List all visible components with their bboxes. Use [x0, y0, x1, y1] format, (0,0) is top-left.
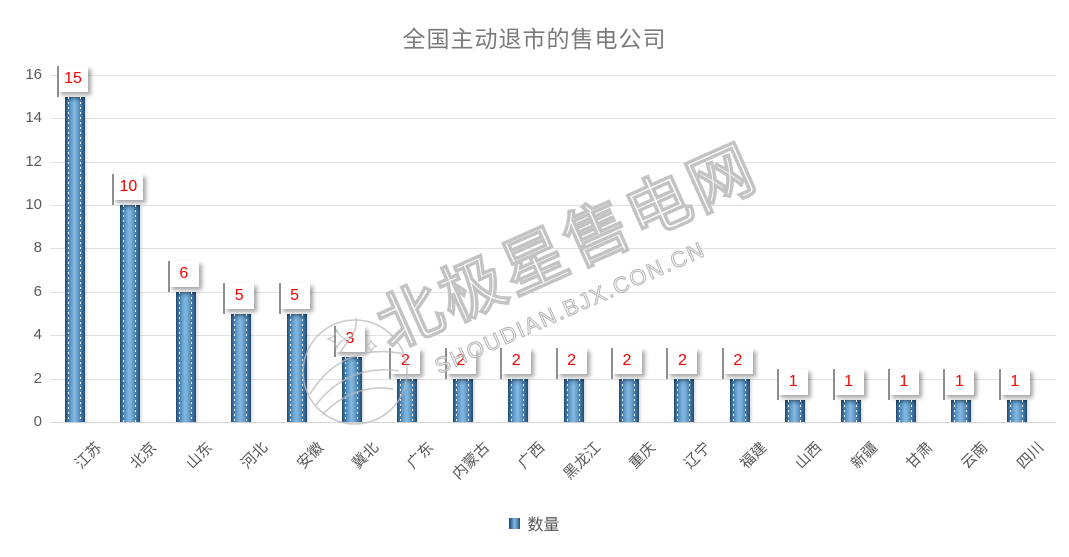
legend-series-marker	[509, 517, 521, 529]
x-axis-label-冀北: 冀北	[348, 439, 383, 473]
bar-甘肃	[896, 400, 916, 422]
x-axis-label-新疆: 新疆	[847, 439, 881, 473]
bar-四川	[1006, 400, 1027, 422]
gridline-y-8	[50, 248, 1056, 250]
x-axis-label-黑龙江: 黑龙江	[559, 439, 604, 483]
y-axis-tick-14: 14	[25, 109, 42, 127]
y-axis-tick-12: 12	[25, 152, 42, 170]
bar-新疆	[840, 400, 861, 422]
gridline-y-2	[50, 378, 1056, 380]
bar-河北	[231, 313, 252, 422]
bar-广东	[397, 378, 418, 423]
data-label-冀北: 3	[334, 325, 365, 357]
gridline-y-12	[50, 161, 1056, 163]
data-label-山西: 1	[777, 369, 809, 401]
y-axis-tick-2: 2	[33, 369, 42, 387]
chart-title: 全国主动退市的售电公司	[402, 26, 667, 52]
data-label-山东: 6	[167, 260, 199, 292]
data-label-辽宁: 2	[666, 347, 698, 379]
gridline-y-14	[50, 118, 1056, 120]
bar-黑龙江	[563, 378, 584, 423]
data-label-广东: 2	[389, 347, 421, 379]
data-label-江苏: 15	[57, 65, 88, 97]
x-axis-label-辽宁: 辽宁	[681, 439, 715, 473]
data-label-新疆: 1	[832, 369, 864, 401]
x-axis-label-广西: 广西	[515, 439, 549, 473]
bar-辽宁	[674, 378, 695, 423]
data-label-福建: 2	[721, 347, 753, 379]
x-axis-label-内蒙古: 内蒙古	[449, 439, 493, 483]
legend: 数量	[0, 511, 1069, 535]
bar-山东	[175, 291, 196, 423]
data-label-安徽: 5	[278, 282, 310, 314]
x-axis-label-重庆: 重庆	[625, 439, 660, 473]
bar-山西	[785, 400, 806, 422]
y-axis-tick-8: 8	[33, 239, 42, 257]
bar-冀北	[342, 356, 362, 423]
x-axis-label-山东: 山东	[182, 439, 216, 473]
x-axis-label-河北: 河北	[238, 439, 272, 473]
data-label-广西: 2	[500, 347, 532, 379]
x-axis-label-云南: 云南	[958, 439, 992, 473]
y-axis-tick-16: 16	[25, 65, 42, 83]
bar-江苏	[65, 96, 85, 422]
bar-云南	[951, 400, 972, 422]
gridline-y-4	[50, 335, 1056, 337]
data-label-黑龙江: 2	[555, 347, 587, 379]
bar-重庆	[619, 378, 639, 423]
x-axis-label-北京: 北京	[127, 439, 161, 473]
y-axis-tick-0: 0	[33, 413, 42, 430]
bar-内蒙古	[452, 378, 473, 423]
data-label-云南: 1	[943, 369, 975, 401]
gridline-y-0	[50, 422, 1056, 423]
x-axis-label-广东: 广东	[404, 439, 438, 473]
x-axis-label-山西: 山西	[792, 439, 826, 473]
y-axis-tick-6: 6	[33, 282, 42, 300]
x-axis-label-甘肃: 甘肃	[902, 439, 937, 473]
gridline-y-10	[50, 205, 1056, 206]
data-label-重庆: 2	[611, 347, 642, 379]
data-label-甘肃: 1	[888, 369, 919, 401]
gridline-y-16	[50, 74, 1056, 76]
y-axis-tick-10: 10	[25, 196, 42, 213]
bar-北京	[120, 205, 141, 422]
y-axis-tick-4: 4	[33, 326, 42, 344]
data-label-四川: 1	[998, 369, 1030, 401]
data-label-内蒙古: 2	[444, 347, 476, 379]
bar-广西	[508, 378, 529, 423]
bar-福建	[729, 378, 750, 423]
data-label-北京: 10	[112, 174, 144, 205]
x-axis-label-安徽: 安徽	[293, 439, 327, 473]
gridline-y-6	[50, 291, 1056, 293]
x-axis-label-福建: 福建	[736, 439, 770, 473]
x-axis-label-江苏: 江苏	[71, 439, 106, 473]
data-label-河北: 5	[223, 282, 255, 314]
bar-安徽	[286, 313, 307, 422]
x-axis-label-四川: 四川	[1013, 439, 1047, 473]
legend-series-label: 数量	[527, 517, 560, 534]
